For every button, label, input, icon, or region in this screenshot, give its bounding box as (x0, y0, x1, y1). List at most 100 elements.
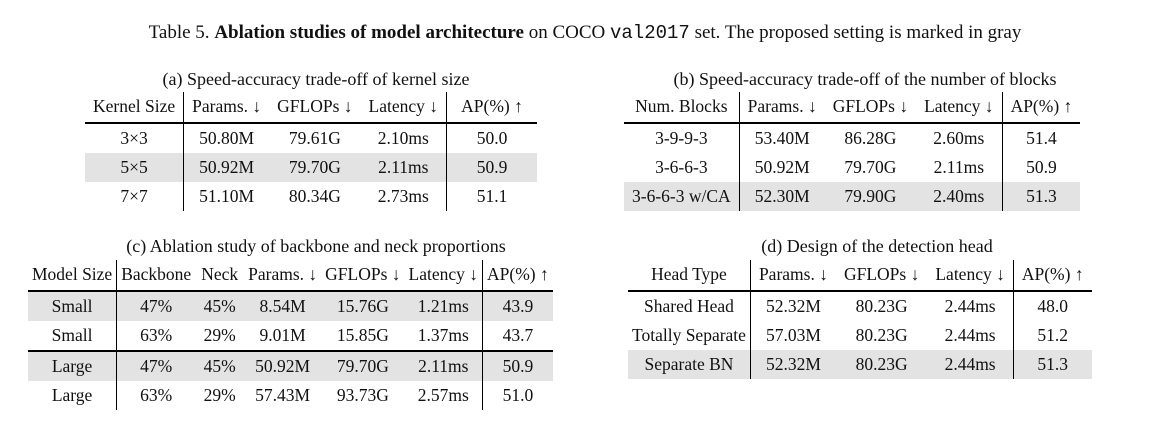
table-cell: 50.80M (199, 127, 255, 148)
table-cell: 3-6-6-3 w/CA (624, 182, 740, 211)
table-cell: 48.0 (1037, 295, 1069, 316)
table-cell: 79.90G (824, 182, 917, 211)
table-cell: 7×7 (85, 182, 185, 211)
table-cell: 15.76G (321, 291, 405, 321)
table-cell: 29% (203, 384, 236, 405)
table-c-header-row: Model Size Backbone Neck Params. ↓ GFLOP… (28, 260, 553, 292)
table-cell: 79.70G (269, 153, 361, 182)
table-cell: 51.4 (1026, 127, 1057, 148)
caption-bold: Ablation studies of model architecture (214, 22, 524, 43)
table-cell: 2.57ms (404, 381, 484, 410)
table-c-title: (c) Ablation study of backbone and neck … (126, 236, 506, 256)
table-cell: 1.37ms (404, 321, 484, 351)
caption-middle: on COCO (523, 22, 610, 43)
table-cell: Small (28, 291, 118, 321)
table-caption: Table 5. Ablation studies of model archi… (0, 22, 1170, 44)
table-b-header: Num. Blocks (624, 92, 740, 124)
table-cell: 63% (140, 324, 173, 345)
table-row: Shared Head 52.32M 80.23G 2.44ms 48.0 (628, 291, 1092, 321)
table-cell: 5×5 (85, 153, 185, 182)
table-cell: 2.11ms (916, 153, 1003, 182)
table-c-header: AP(%) ↑ (482, 260, 553, 292)
table-a-header-row: Kernel Size Params. ↓ GFLOPs ↓ Latency ↓… (85, 92, 538, 124)
table-cell: 51.0 (502, 384, 534, 405)
table-c-header: Model Size (28, 260, 118, 292)
table-cell: 50.9 (482, 350, 553, 381)
table-row: 3×3 50.80M 79.61G 2.10ms 50.0 (85, 123, 537, 153)
table-c-header: GFLOPs ↓ (321, 260, 405, 292)
table-cell: 50.92M (183, 153, 270, 182)
table-b-title: (b) Speed-accuracy trade-off of the numb… (673, 69, 1057, 89)
table-cell: 53.40M (754, 127, 810, 148)
caption-mono: val2017 (609, 22, 690, 44)
table-cell: 52.32M (766, 295, 821, 316)
table-cell: 63% (140, 384, 173, 405)
table-cell: 45% (195, 291, 245, 321)
table-cell: 2.73ms (360, 182, 448, 211)
table-cell: 2.44ms (927, 291, 1014, 321)
table-d-title: (d) Design of the detection head (761, 236, 993, 256)
table-d-header: Head Type (628, 260, 751, 292)
table-cell: 50.9 (446, 153, 538, 182)
table-c-header: Neck (195, 260, 245, 292)
table-b: Num. Blocks Params. ↓ GFLOPs ↓ Latency ↓… (624, 92, 1081, 211)
table-cell: 3-6-6-3 (624, 153, 740, 182)
table-cell: 52.30M (739, 182, 825, 211)
table-cell: 2.40ms (916, 182, 1003, 211)
table-row: 3-6-6-3 w/CA 52.30M 79.90G 2.40ms 51.3 (624, 182, 1081, 211)
table-cell: 47% (116, 350, 196, 381)
table-cell: 51.1 (476, 185, 508, 206)
table-b-header: Params. ↓ (739, 92, 825, 124)
table-d-header: Params. ↓ (750, 260, 836, 292)
table-cell: 57.43M (255, 384, 311, 405)
table-row: Large 47% 45% 50.92M 79.70G 2.11ms 50.9 (28, 350, 553, 381)
table-cell: 51.3 (1002, 182, 1081, 211)
table-row: 5×5 50.92M 79.70G 2.11ms 50.9 (85, 153, 538, 182)
table-cell: Shared Head (628, 291, 751, 321)
table-row: 3-9-9-3 53.40M 86.28G 2.60ms 51.4 (624, 123, 1080, 153)
table-cell: 2.11ms (404, 350, 484, 381)
table-cell: Large (28, 381, 118, 410)
table-cell: 80.34G (288, 185, 341, 206)
table-c: Model Size Backbone Neck Params. ↓ GFLOP… (28, 260, 553, 410)
table-d-header-row: Head Type Params. ↓ GFLOPs ↓ Latency ↓ A… (628, 260, 1092, 292)
table-cell: 57.03M (766, 324, 821, 345)
table-a-header: Params. ↓ (183, 92, 270, 124)
table-cell: 3-9-9-3 (624, 123, 740, 153)
table-cell: 45% (195, 350, 245, 381)
table-d-header: AP(%) ↑ (1013, 260, 1092, 292)
table-cell: 51.2 (1037, 324, 1069, 345)
table-b-header: Latency ↓ (916, 92, 1003, 124)
table-d-header: Latency ↓ (927, 260, 1014, 292)
table-cell: 47% (116, 291, 196, 321)
table-a: Kernel Size Params. ↓ GFLOPs ↓ Latency ↓… (85, 92, 538, 211)
table-a-header: GFLOPs ↓ (269, 92, 361, 124)
table-cell: 43.7 (502, 324, 534, 345)
table-cell: 2.44ms (927, 350, 1014, 379)
table-cell: 2.44ms (927, 321, 1014, 350)
table-cell: 29% (203, 324, 236, 345)
table-c-header: Latency ↓ (404, 260, 484, 292)
table-cell: 43.9 (482, 291, 553, 321)
table-b-header: GFLOPs ↓ (824, 92, 917, 124)
table-a-header: Kernel Size (85, 92, 185, 124)
table-row: Large 63% 29% 57.43M 93.73G 2.57ms 51.0 (28, 381, 553, 410)
table-cell: 50.0 (476, 127, 508, 148)
table-b-header-row: Num. Blocks Params. ↓ GFLOPs ↓ Latency ↓… (624, 92, 1081, 124)
table-row: Small 63% 29% 9.01M 15.85G 1.37ms 43.7 (28, 321, 553, 351)
table-cell: 79.61G (288, 127, 341, 148)
table-cell: 51.3 (1013, 350, 1092, 379)
table-cell: 50.9 (1026, 156, 1057, 177)
table-row: Small 47% 45% 8.54M 15.76G 1.21ms 43.9 (28, 291, 553, 321)
table-d-header: GFLOPs ↓ (835, 260, 928, 292)
table-cell: 50.92M (244, 350, 322, 381)
table-cell: 79.70G (844, 156, 897, 177)
table-row: 3-6-6-3 50.92M 79.70G 2.11ms 50.9 (624, 153, 1080, 182)
table-cell: 3×3 (85, 123, 185, 153)
table-cell: 50.92M (754, 156, 810, 177)
table-c-header: Backbone (116, 260, 196, 292)
table-b-header: AP(%) ↑ (1002, 92, 1081, 124)
table-row: Separate BN 52.32M 80.23G 2.44ms 51.3 (628, 350, 1092, 379)
table-cell: Small (28, 321, 118, 351)
table-cell: 8.54M (244, 291, 322, 321)
